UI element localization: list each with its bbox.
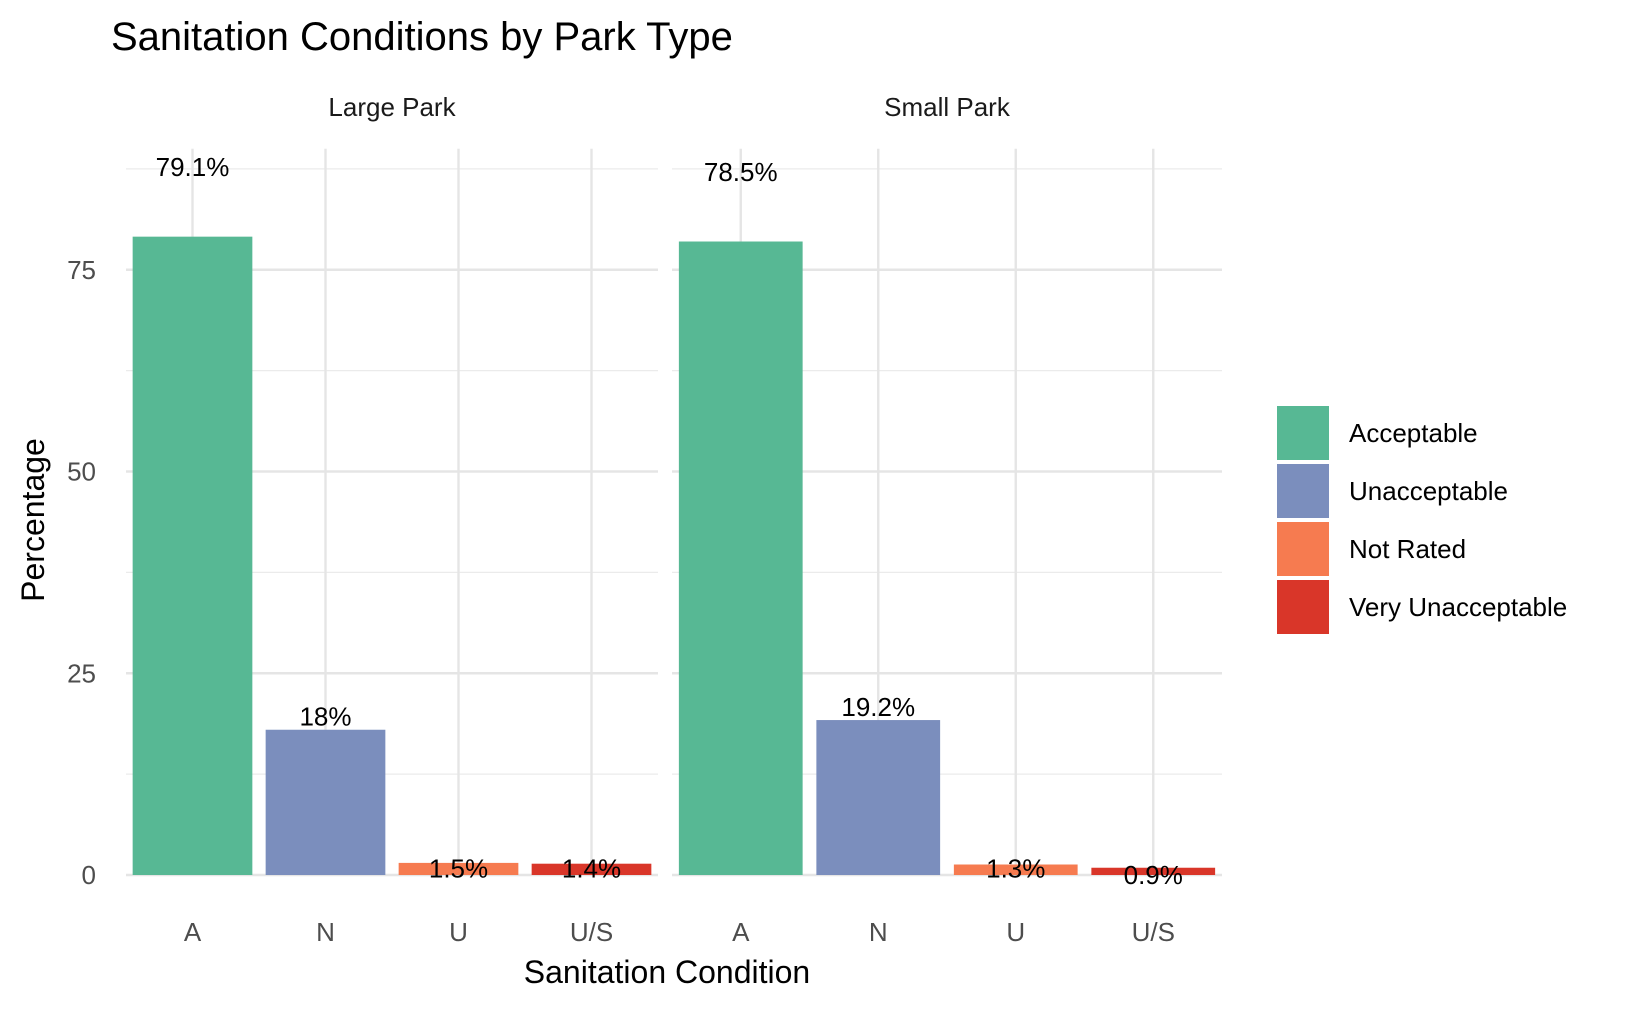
y-axis: 0 25 50 75 [67, 255, 96, 890]
legend-label: Unacceptable [1349, 476, 1508, 506]
bar-data-label: 0.9% [1124, 860, 1183, 890]
x-tick-label: N [869, 917, 888, 947]
x-tick-label: A [732, 917, 750, 947]
y-tick-label: 50 [67, 457, 96, 487]
chart-title: Sanitation Conditions by Park Type [111, 15, 733, 59]
bar [816, 720, 941, 875]
x-tick-label: U/S [570, 917, 613, 947]
y-tick-label: 25 [67, 658, 96, 688]
bar [678, 241, 803, 875]
bar-data-label: 78.5% [704, 157, 778, 187]
legend: Acceptable Unacceptable Not Rated Very Unac… [1277, 406, 1567, 634]
x-tick-label: U [449, 917, 468, 947]
y-tick-label: 0 [82, 860, 96, 890]
bar [398, 862, 519, 875]
bar-data-label: 18% [299, 702, 351, 732]
y-axis-title: Percentage [15, 438, 51, 602]
bar-data-label: 1.5% [429, 853, 488, 883]
legend-key [1277, 464, 1329, 518]
bar [265, 729, 386, 875]
bar [953, 864, 1078, 875]
x-tick-label: N [316, 917, 335, 947]
bar-data-label: 1.4% [562, 853, 621, 883]
bar [531, 863, 652, 875]
x-tick-label: A [184, 917, 202, 947]
legend-key [1277, 406, 1329, 460]
facet-strip-label: Small Park [884, 92, 1011, 122]
x-axis-title: Sanitation Condition [524, 954, 810, 990]
bar [132, 236, 253, 876]
x-tick-label: U/S [1132, 917, 1175, 947]
facet-strip-label: Large Park [328, 92, 456, 122]
y-tick-label: 75 [67, 255, 96, 285]
bar-data-label: 79.1% [156, 152, 230, 182]
legend-key [1277, 580, 1329, 634]
bar-data-label: 1.3% [986, 853, 1045, 883]
bar [1091, 867, 1216, 875]
facet-panel: Small Park 78.5% 19.2% 1.3% 0.9% A N U U/S [672, 92, 1222, 947]
bar-data-label: 19.2% [841, 692, 915, 722]
legend-key [1277, 522, 1329, 576]
legend-label: Not Rated [1349, 534, 1466, 564]
facet-panel: Large Park 79.1% 18% 1.5% 1.4% A N U U/S [126, 92, 658, 947]
x-tick-label: U [1006, 917, 1025, 947]
legend-label: Acceptable [1349, 418, 1478, 448]
legend-label: Very Unacceptable [1349, 592, 1567, 622]
